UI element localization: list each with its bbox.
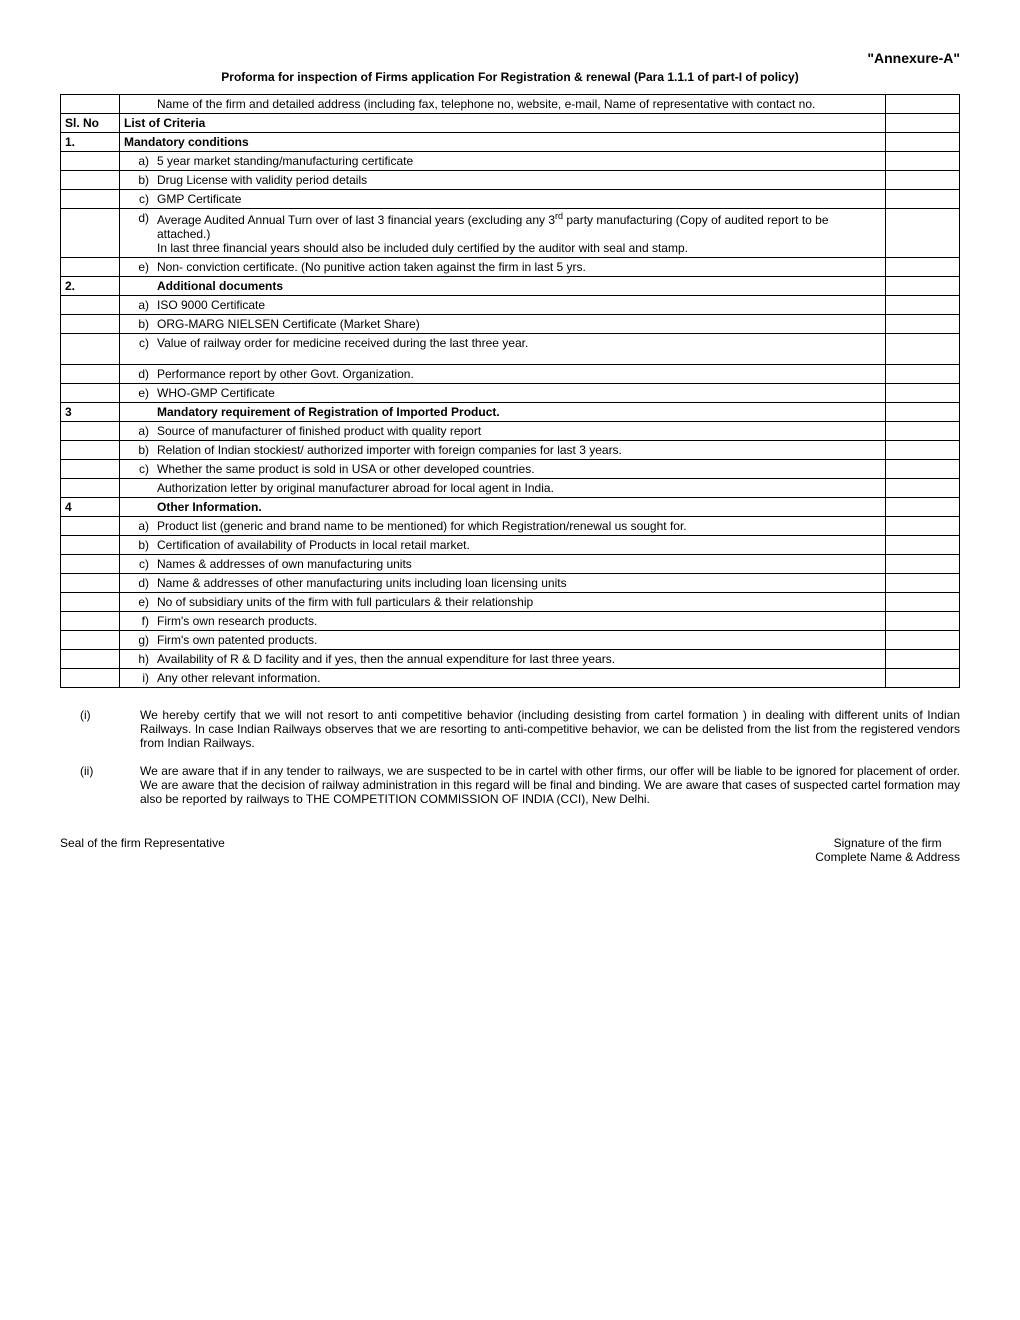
criteria-text: Performance report by other Govt. Organi… xyxy=(153,365,886,384)
table-row: 3 Mandatory requirement of Registration … xyxy=(61,403,960,422)
criteria-text: Average Audited Annual Turn over of last… xyxy=(153,209,886,258)
criteria-text: Relation of Indian stockiest/ authorized… xyxy=(153,441,886,460)
signature-line1: Signature of the firm xyxy=(815,836,960,850)
note-label: (i) xyxy=(80,708,140,750)
table-row: c) Value of railway order for medicine r… xyxy=(61,334,960,365)
criteria-text: Authorization letter by original manufac… xyxy=(153,479,886,498)
table-row: e) WHO-GMP Certificate xyxy=(61,384,960,403)
criteria-header: List of Criteria xyxy=(120,114,886,133)
signature-row: Seal of the firm Representative Signatur… xyxy=(60,836,960,864)
seal-label: Seal of the firm Representative xyxy=(60,836,225,864)
sec-no: 4 xyxy=(61,498,120,517)
sec-no: 2. xyxy=(61,277,120,296)
sec-title: Additional documents xyxy=(153,277,886,296)
table-row: i) Any other relevant information. xyxy=(61,669,960,688)
signature-block: Signature of the firm Complete Name & Ad… xyxy=(815,836,960,864)
table-row: a) ISO 9000 Certificate xyxy=(61,296,960,315)
firm-name-cell: Name of the firm and detailed address (i… xyxy=(153,95,886,114)
table-row: c) GMP Certificate xyxy=(61,190,960,209)
note-item: (i) We hereby certify that we will not r… xyxy=(80,708,960,750)
sec-no: 1. xyxy=(61,133,120,152)
table-row: b) ORG-MARG NIELSEN Certificate (Market … xyxy=(61,315,960,334)
table-row: c) Names & addresses of own manufacturin… xyxy=(61,555,960,574)
sec-no: 3 xyxy=(61,403,120,422)
table-row: 1. Mandatory conditions xyxy=(61,133,960,152)
criteria-text: Product list (generic and brand name to … xyxy=(153,517,886,536)
criteria-text: Certification of availability of Product… xyxy=(153,536,886,555)
table-row: Name of the firm and detailed address (i… xyxy=(61,95,960,114)
table-row: d) Average Audited Annual Turn over of l… xyxy=(61,209,960,258)
table-row: Authorization letter by original manufac… xyxy=(61,479,960,498)
signature-line2: Complete Name & Address xyxy=(815,850,960,864)
table-row: b) Relation of Indian stockiest/ authori… xyxy=(61,441,960,460)
table-row: h) Availability of R & D facility and if… xyxy=(61,650,960,669)
sl-header: Sl. No xyxy=(61,114,120,133)
table-row: e) No of subsidiary units of the firm wi… xyxy=(61,593,960,612)
table-row: 4 Other Information. xyxy=(61,498,960,517)
table-row: b) Certification of availability of Prod… xyxy=(61,536,960,555)
table-row: 2. Additional documents xyxy=(61,277,960,296)
table-row: f) Firm's own research products. xyxy=(61,612,960,631)
note-text: We are aware that if in any tender to ra… xyxy=(140,764,960,806)
table-row: a) 5 year market standing/manufacturing … xyxy=(61,152,960,171)
criteria-text: ISO 9000 Certificate xyxy=(153,296,886,315)
criteria-text: Availability of R & D facility and if ye… xyxy=(153,650,886,669)
criteria-text: Firm's own patented products. xyxy=(153,631,886,650)
criteria-text: No of subsidiary units of the firm with … xyxy=(153,593,886,612)
criteria-text: WHO-GMP Certificate xyxy=(153,384,886,403)
table-row: a) Source of manufacturer of finished pr… xyxy=(61,422,960,441)
criteria-text: Non- conviction certificate. (No punitiv… xyxy=(153,258,886,277)
sec-title: Other Information. xyxy=(153,498,886,517)
criteria-text: Firm's own research products. xyxy=(153,612,886,631)
annexure-title: "Annexure-A" xyxy=(60,50,960,66)
criteria-text: Drug License with validity period detail… xyxy=(153,171,886,190)
table-row: d) Performance report by other Govt. Org… xyxy=(61,365,960,384)
sec-title: Mandatory requirement of Registration of… xyxy=(153,403,886,422)
criteria-text: Any other relevant information. xyxy=(153,669,886,688)
note-text: We hereby certify that we will not resor… xyxy=(140,708,960,750)
criteria-text: Name & addresses of other manufacturing … xyxy=(153,574,886,593)
table-row: d) Name & addresses of other manufacturi… xyxy=(61,574,960,593)
criteria-text: Whether the same product is sold in USA … xyxy=(153,460,886,479)
notes-section: (i) We hereby certify that we will not r… xyxy=(80,708,960,806)
criteria-text: GMP Certificate xyxy=(153,190,886,209)
table-row: b) Drug License with validity period det… xyxy=(61,171,960,190)
sec-title: Mandatory conditions xyxy=(120,133,886,152)
table-row: e) Non- conviction certificate. (No puni… xyxy=(61,258,960,277)
criteria-text: Value of railway order for medicine rece… xyxy=(153,334,886,365)
criteria-table: Name of the firm and detailed address (i… xyxy=(60,94,960,688)
criteria-text: Names & addresses of own manufacturing u… xyxy=(153,555,886,574)
criteria-text: 5 year market standing/manufacturing cer… xyxy=(153,152,886,171)
table-row: Sl. No List of Criteria xyxy=(61,114,960,133)
note-item: (ii) We are aware that if in any tender … xyxy=(80,764,960,806)
note-label: (ii) xyxy=(80,764,140,806)
table-row: a) Product list (generic and brand name … xyxy=(61,517,960,536)
criteria-text: ORG-MARG NIELSEN Certificate (Market Sha… xyxy=(153,315,886,334)
table-row: g) Firm's own patented products. xyxy=(61,631,960,650)
subtitle: Proforma for inspection of Firms applica… xyxy=(60,70,960,84)
criteria-text: Source of manufacturer of finished produ… xyxy=(153,422,886,441)
table-row: c) Whether the same product is sold in U… xyxy=(61,460,960,479)
